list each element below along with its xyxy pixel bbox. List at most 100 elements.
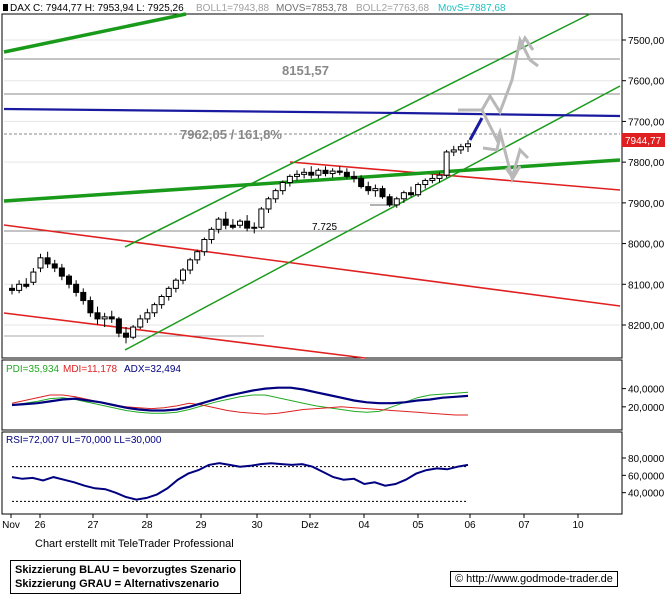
candle-body xyxy=(108,316,115,320)
candle-body xyxy=(215,218,222,230)
green-support-line xyxy=(3,158,621,203)
candle-body xyxy=(144,312,151,320)
candle-body xyxy=(258,208,265,228)
price-axis: 8200,00 8100,00 8000,00 7900,00 7800,00 7700,… xyxy=(622,36,665,332)
candle-body xyxy=(265,198,272,210)
x-tick-label: Nov xyxy=(2,520,20,531)
candle-body xyxy=(73,283,80,293)
x-tick-label: 04 xyxy=(358,520,370,531)
x-tick-label: 06 xyxy=(464,520,476,531)
candle-body xyxy=(130,326,137,338)
candle-body xyxy=(237,220,243,226)
rsi-series xyxy=(11,462,469,502)
candle-body xyxy=(457,146,464,151)
source-url: http://www.godmode-trader.de xyxy=(466,573,613,585)
price-tick-label: 8000,00 xyxy=(628,240,665,251)
x-tick-label: 30 xyxy=(251,520,263,531)
candle-body xyxy=(443,151,450,176)
candle-body xyxy=(165,287,172,298)
header-readout-main: C: 7944,77 H: 7953,94 L: 7925,26 xyxy=(33,3,184,14)
price-tick-label: 7700,00 xyxy=(628,117,665,128)
candle-body xyxy=(358,177,365,188)
candle-body xyxy=(101,316,108,320)
dmi-mdi-label: MDI=11,178 xyxy=(63,364,117,375)
last-price-label: 7944,77 xyxy=(625,136,662,147)
header-readout-boll1: BOLL1=7943,88 xyxy=(196,3,270,14)
candle-body xyxy=(229,224,236,228)
price-tick-label: 7500,00 xyxy=(628,36,665,47)
grey-scenario-path-up xyxy=(458,35,539,116)
legend-blue: Skizzierung BLAU = bevorzugtes Szenario xyxy=(15,564,236,576)
header-readout-movs: MOVS=7853,78 xyxy=(276,3,348,14)
price-tick-label: 7900,00 xyxy=(628,199,665,210)
rsi-line xyxy=(11,462,469,501)
candle-body xyxy=(251,226,258,229)
dmi-panel xyxy=(1,359,623,431)
source-link[interactable]: © http://www.godmode-trader.de xyxy=(450,571,618,587)
chart-credit: Chart erstellt mit TeleTrader Profession… xyxy=(35,538,234,550)
price-tick-label: 7600,00 xyxy=(628,77,665,88)
x-tick-label: 10 xyxy=(572,520,584,531)
rsi-panel xyxy=(1,431,623,515)
copyright-symbol: © xyxy=(455,573,464,585)
price-tick-label: 8200,00 xyxy=(628,321,665,332)
annotation-level-7962: 7962,05 / 161,8% xyxy=(180,127,282,142)
candlestick-series xyxy=(9,140,471,344)
candle-body xyxy=(422,179,429,186)
candle-body xyxy=(315,169,322,176)
green-channel-lower xyxy=(124,85,621,351)
candle-body xyxy=(194,251,201,261)
x-tick-label: 28 xyxy=(141,520,153,531)
candle-body xyxy=(400,192,407,200)
dmi-line-adx xyxy=(11,386,469,412)
candle-body xyxy=(172,279,179,289)
candle-body xyxy=(87,300,94,314)
x-tick-label: 27 xyxy=(87,520,99,531)
header-readout-movs2: MovS=7887,68 xyxy=(438,3,506,14)
candle-body xyxy=(151,304,158,314)
dmi-axis: 40,0000 20,0000 xyxy=(622,385,665,414)
x-tick-label: 26 xyxy=(34,520,46,531)
candle-body xyxy=(123,332,129,338)
x-tick-label: 29 xyxy=(195,520,207,531)
candle-body xyxy=(208,228,215,240)
price-tick-label: 8100,00 xyxy=(628,280,665,291)
rsi-label: RSI=72,007 UL=70,000 LL=30,000 xyxy=(6,435,162,446)
header-square xyxy=(3,4,8,11)
candle-body xyxy=(37,257,44,269)
scenario-legend: Skizzierung BLAU = bevorzugtes Szenario … xyxy=(10,560,241,594)
candle-body xyxy=(294,173,300,177)
rsi-tick-label: 40,0000 xyxy=(628,489,665,500)
candle-body xyxy=(465,143,471,148)
header-readout-boll2: BOLL2=7763,68 xyxy=(356,3,430,14)
candle-body xyxy=(9,287,15,291)
candle-body xyxy=(286,175,293,183)
candle-body xyxy=(137,318,144,328)
candle-body xyxy=(393,198,400,206)
candle-body xyxy=(450,149,457,153)
candle-body xyxy=(329,170,336,175)
candle-body xyxy=(436,174,443,179)
red-trendline-lower xyxy=(3,312,366,359)
candle-body xyxy=(30,271,37,283)
candle-body xyxy=(244,220,251,229)
dmi-adx-label: ADX=32,494 xyxy=(124,364,181,375)
candle-body xyxy=(336,170,343,173)
candle-body xyxy=(301,171,308,175)
candle-body xyxy=(408,192,414,196)
candle-body xyxy=(80,291,87,302)
candle-body xyxy=(58,267,65,277)
candle-body xyxy=(180,269,186,281)
green-channel-upper xyxy=(124,13,591,248)
candle-body xyxy=(308,171,315,176)
candle-body xyxy=(372,188,379,192)
annotation-level-8151: 8151,57 xyxy=(282,63,329,78)
candle-body xyxy=(279,182,286,192)
candle-body xyxy=(16,283,23,291)
candle-body xyxy=(115,318,122,334)
x-tick-label: 07 xyxy=(518,520,530,531)
red-trendline-resistance xyxy=(289,161,621,191)
dmi-tick-label: 20,0000 xyxy=(628,403,665,414)
grey-scenario-arrow-mid xyxy=(482,135,502,152)
